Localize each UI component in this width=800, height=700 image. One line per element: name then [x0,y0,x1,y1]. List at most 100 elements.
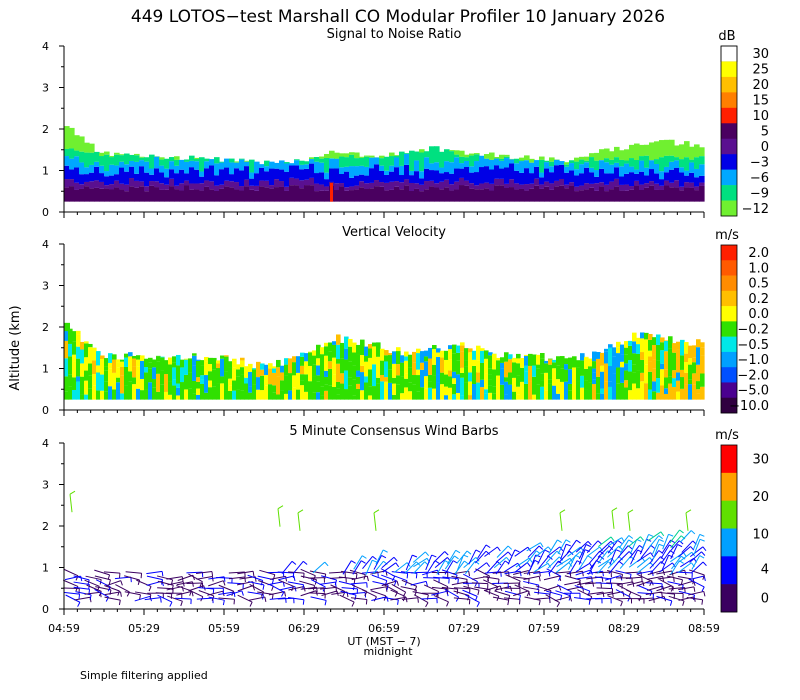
velocity-cell [364,376,369,383]
wind-barb [533,597,550,600]
snr-cell [244,186,250,202]
velocity-cell [404,387,409,400]
velocity-cell [368,386,373,396]
snr-cell [624,149,630,161]
velocity-cell [660,385,665,396]
snr-cell [64,156,70,166]
velocity-cell [556,356,561,361]
velocity-cell [484,350,489,359]
wind-barb [606,569,623,575]
snr-cell [219,188,225,202]
snr-cell [129,186,135,202]
wind-barb-flag [249,601,253,607]
snr-cell [124,164,130,172]
velocity-cell [580,375,585,388]
velocity-cell [488,392,493,400]
snr-cell [299,160,305,165]
velocity-cell [428,381,433,388]
snr-cell [384,190,390,202]
snr-cell [389,171,395,182]
velocity-cell [444,386,449,396]
snr-cell [584,189,590,202]
velocity-cell [440,384,445,400]
velocity-cell [192,365,197,381]
velocity-cell [652,337,657,346]
velocity-cell [256,377,261,390]
wind-barb [267,581,284,586]
snr-cell [194,157,200,160]
velocity-cell [364,391,369,400]
wind-barb-flag [222,580,226,586]
velocity-cell [640,352,645,360]
snr-cell [404,179,410,186]
wind-barb-flag [496,546,501,552]
velocity-cell [440,357,445,373]
velocity-cell [436,374,441,383]
snr-cell [509,179,515,188]
snr-cell [594,190,600,202]
snr-cell [454,157,460,169]
snr-cell [624,184,630,191]
snr-cell [689,172,695,183]
velocity-cell [456,392,461,400]
snr-cell [629,144,635,159]
x-axis-label: UT (MST − 7) [347,635,420,648]
velocity-cell [600,388,605,394]
snr-cell [524,190,530,202]
colorbar-swatch [721,61,737,78]
snr-cell [534,160,540,167]
snr-cell [584,156,590,161]
snr-cell [319,172,325,185]
snr-cell [664,185,670,202]
wind-barb-flag [191,581,194,587]
snr-cell [679,186,685,191]
velocity-cell [408,354,413,368]
snr-cell [309,157,315,160]
wind-barb [269,575,286,580]
snr-cell [444,161,450,173]
snr-cell [439,173,445,182]
velocity-cell [432,364,437,376]
velocity-cell [644,356,649,365]
snr-cell [214,190,220,202]
velocity-cell [260,375,265,391]
snr-cell [99,152,105,157]
velocity-cell [416,369,421,376]
wind-barb [523,571,540,574]
wind-barb [678,562,692,573]
velocity-cell [428,387,433,400]
wind-barb-flag [495,586,499,592]
velocity-cell [568,369,573,384]
snr-cell [314,157,320,162]
velocity-cell [372,346,377,365]
wind-barb [63,568,79,577]
wind-barb [381,580,398,587]
velocity-cell [480,348,485,351]
wind-barb-flag [98,591,102,597]
snr-cell [394,167,400,182]
snr-cell [419,191,425,202]
velocity-cell [484,373,489,390]
snr-cell [304,164,310,169]
wind-barb [533,571,550,574]
velocity-cell [444,350,449,360]
velocity-cell [460,345,465,352]
velocity-cell [124,385,129,400]
velocity-cell [616,347,621,354]
velocity-cell [304,374,309,392]
wind-barb-flag [391,576,396,582]
velocity-cell [532,394,537,400]
wind-barb [144,597,161,601]
velocity-cell [168,381,173,395]
wind-barb [589,555,601,570]
velocity-cell [64,340,69,359]
wind-barb-flag [538,576,541,582]
velocity-cell [652,381,657,392]
snr-cell [574,191,580,202]
snr-cell [644,183,650,188]
snr-cell [659,140,665,158]
velocity-cell [232,390,237,400]
velocity-cell [96,390,101,400]
velocity-cell [532,354,537,366]
velocity-cell [680,377,685,389]
